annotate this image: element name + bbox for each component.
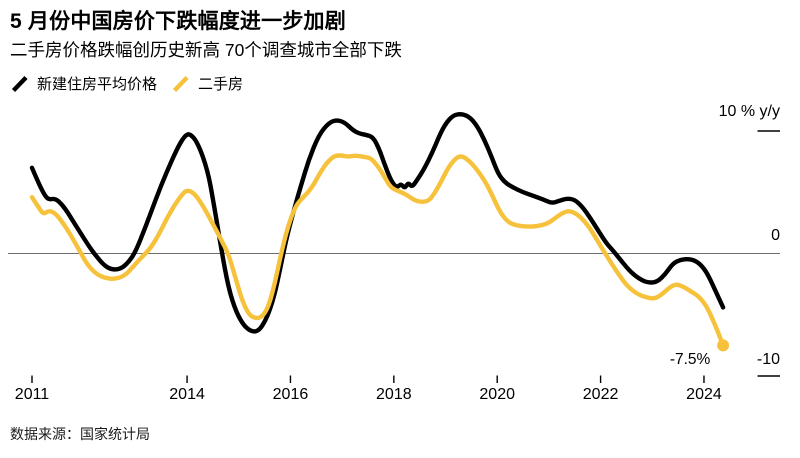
y-axis-label-top: 10 % y/y <box>718 103 780 120</box>
x-axis-label-2016: 2016 <box>272 386 309 403</box>
legend-label-new-homes: 新建住房平均价格 <box>37 76 158 93</box>
x-axis-label-2018: 2018 <box>376 386 412 403</box>
y-axis-label-zero: 0 <box>771 227 780 244</box>
yellow-slash-icon <box>172 75 189 92</box>
series-line-new-homes <box>29 112 726 334</box>
legend-label-secondhand: 二手房 <box>198 76 244 93</box>
y-axis-label-bottom: -10 <box>756 351 780 368</box>
chart-subtitle: 二手房价格跌幅创历史新高 70个调查城市全部下跌 <box>10 40 402 60</box>
x-axis-label-2022: 2022 <box>582 386 619 403</box>
chart-title: 5 月份中国房价下跌幅度进一步加剧 <box>10 10 346 33</box>
series-line-secondhand <box>29 153 726 348</box>
legend-item-secondhand: 二手房 <box>171 73 243 94</box>
x-axis-label-2024: 2024 <box>686 386 722 403</box>
black-slash-icon <box>11 75 28 92</box>
x-axis-labels: 2011 2014 2016 2018 2020 2022 2024 <box>0 386 800 406</box>
last-value-annotation: -7.5% <box>669 351 711 369</box>
legend-item-new-homes: 新建住房平均价格 <box>10 73 157 94</box>
x-axis-label-2014: 2014 <box>169 386 205 403</box>
legend: 新建住房平均价格 二手房 <box>10 73 243 94</box>
x-axis-label-2011: 2011 <box>14 386 50 403</box>
source-note: 数据来源：国家统计局 <box>10 426 150 442</box>
x-axis-label-2020: 2020 <box>479 386 515 403</box>
series-end-dot-secondhand <box>717 339 730 352</box>
